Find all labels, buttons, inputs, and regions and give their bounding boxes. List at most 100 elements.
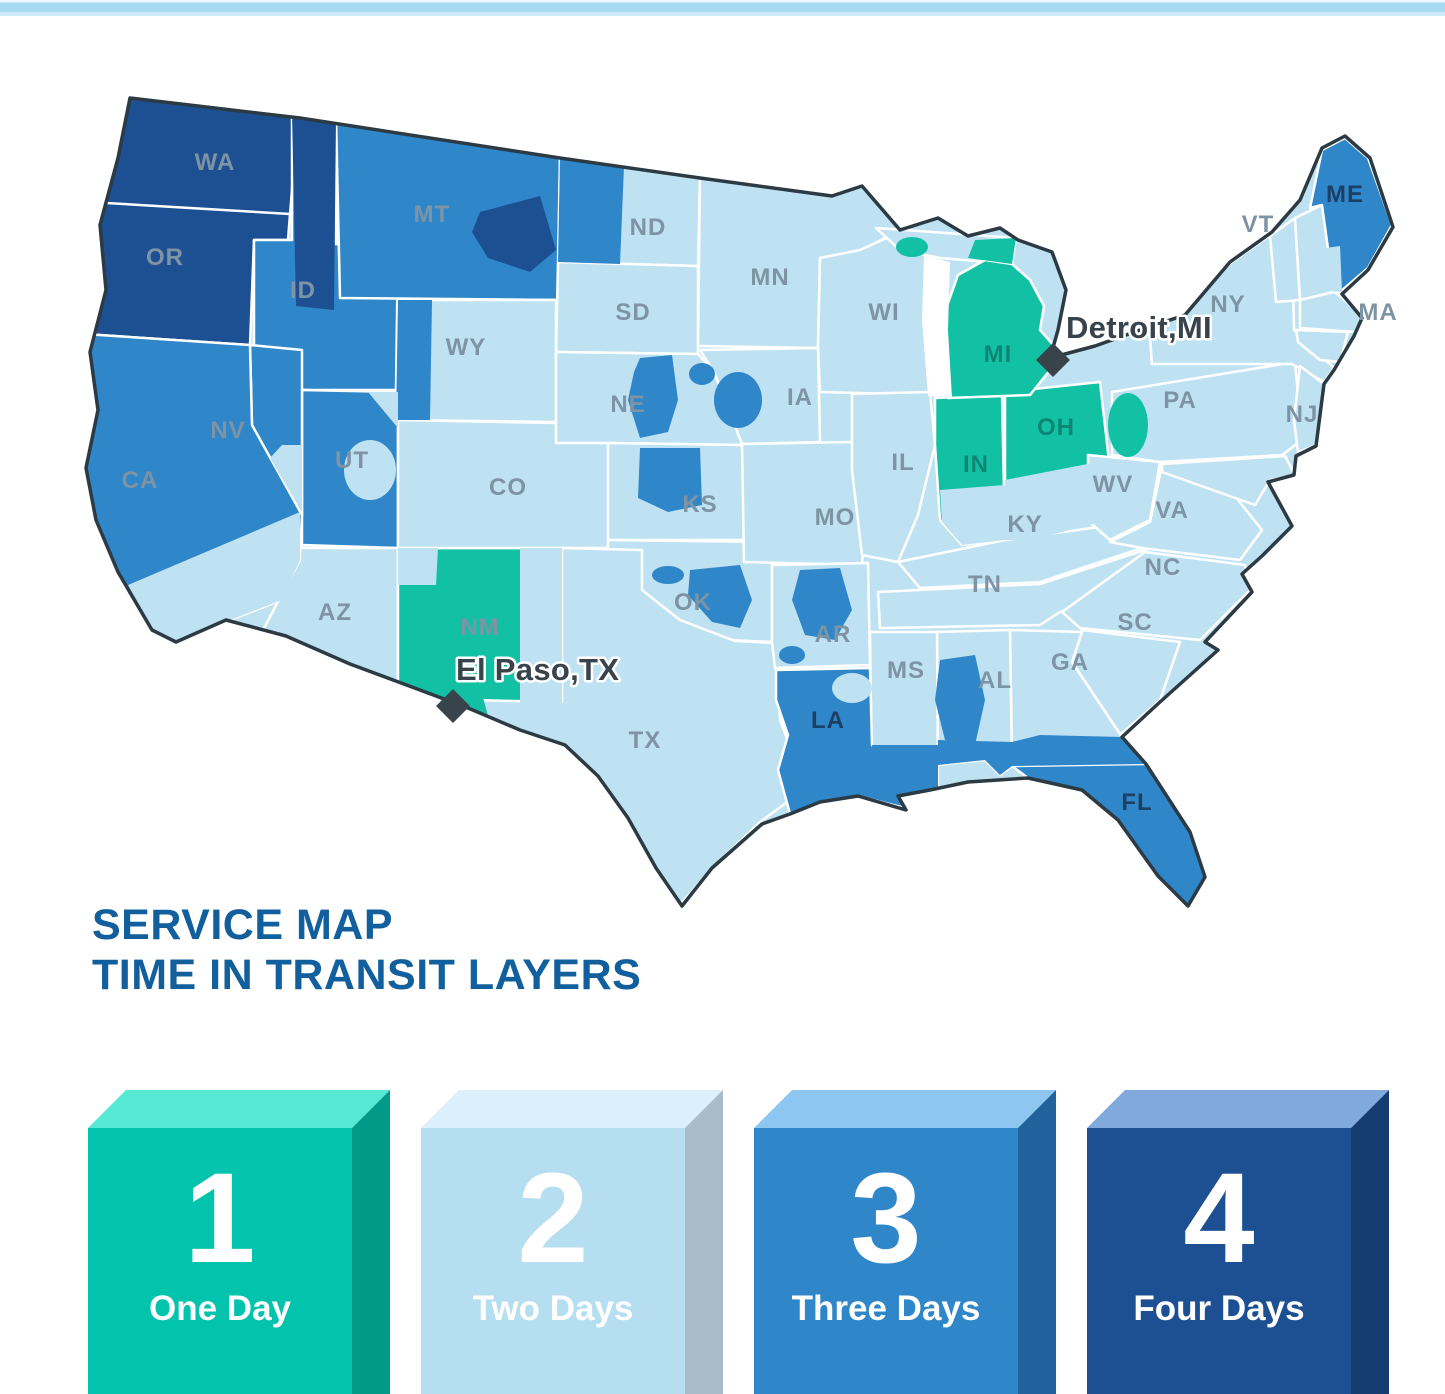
state-regions	[86, 98, 1393, 906]
ok-three-day-patch	[688, 565, 752, 628]
state-label-wi: WI	[868, 299, 899, 326]
state-label-wy: WY	[446, 334, 487, 361]
state-label-il: IL	[891, 449, 914, 476]
ar-three-day-patch-small	[779, 646, 805, 664]
ut-two-day-patch	[344, 440, 396, 500]
ia-three-day-patch	[714, 372, 762, 428]
ms-three-day-gulf	[872, 745, 938, 792]
legend-label: One Day	[149, 1289, 292, 1328]
legend-number: 4	[1183, 1147, 1254, 1290]
state-label-ne: NE	[610, 391, 645, 418]
legend-label: Two Days	[473, 1289, 634, 1328]
nd-three-day-patch	[558, 157, 624, 264]
ne-three-day-patch	[628, 355, 678, 438]
map-title-line2: TIME IN TRANSIT LAYERS	[92, 951, 642, 1000]
city-annotations: Detroit,MI El Paso,TX	[436, 308, 1214, 723]
ok-three-day-patch-stem	[652, 566, 684, 584]
legend-number: 1	[184, 1147, 255, 1290]
al-three-day-gulf	[938, 740, 1012, 775]
state-label-ut: UT	[335, 447, 369, 474]
ar-three-day-patch	[792, 568, 852, 640]
state-label-va: VA	[1155, 497, 1189, 524]
legend-block-side	[1018, 1090, 1056, 1394]
legend-number: 2	[517, 1147, 588, 1290]
legend-label: Four Days	[1133, 1289, 1304, 1328]
legend-block-top	[88, 1090, 390, 1128]
state-label-vt: VT	[1242, 211, 1275, 238]
la-two-day-patch	[832, 673, 872, 703]
up-one-day-tip	[968, 238, 1016, 264]
state-label-ia: IA	[787, 384, 813, 411]
country-outline	[84, 96, 1395, 908]
state-label-ky: KY	[1007, 511, 1042, 538]
nv-two-day-patch	[270, 445, 302, 512]
state-fl	[1010, 762, 1207, 906]
state-label-ms: MS	[887, 657, 925, 684]
state-label-sd: SD	[615, 299, 650, 326]
state-label-co: CO	[489, 474, 527, 501]
state-label-fl: FL	[1121, 789, 1152, 816]
state-label-ga: GA	[1051, 649, 1089, 676]
top-accent-bar	[0, 0, 1445, 16]
oh-two-day-south	[1005, 460, 1108, 540]
in-two-day-south	[940, 485, 1005, 545]
legend-block-top	[754, 1090, 1056, 1128]
wy-three-day-patch	[396, 300, 432, 420]
state-label-tn: TN	[968, 571, 1002, 598]
state-il	[850, 390, 937, 564]
state-label-in: IN	[963, 451, 989, 478]
state-ct	[1294, 328, 1350, 364]
state-label-mt: MT	[414, 201, 451, 228]
ut-two-day-corner	[368, 392, 398, 428]
state-label-ny: NY	[1210, 291, 1245, 318]
state-label-sc: SC	[1117, 609, 1152, 636]
al-three-day-patch	[935, 655, 985, 745]
state-label-nv: NV	[210, 417, 245, 444]
state-ma	[1298, 290, 1364, 334]
state-label-ca: CA	[122, 467, 159, 494]
map-title: SERVICE MAP TIME IN TRANSIT LAYERS	[92, 900, 641, 1001]
state-label-ks: KS	[682, 491, 717, 518]
state-nc	[1060, 550, 1252, 642]
lake-michigan	[922, 256, 952, 398]
state-label-mn: MN	[750, 264, 789, 291]
me-two-day-corner	[1312, 246, 1342, 292]
state-label-ma: MA	[1358, 299, 1397, 326]
legend-label: Three Days	[792, 1289, 981, 1328]
state-mi	[940, 258, 1058, 400]
state-label-al: AL	[978, 667, 1012, 694]
state-label-ok: OK	[674, 589, 712, 616]
state-label-la: LA	[811, 707, 845, 734]
mt-four-day-patch	[472, 196, 556, 272]
state-label-wv: WV	[1093, 471, 1134, 498]
city-label-1: El Paso,TX	[456, 652, 619, 687]
nm-two-day-corner	[398, 548, 438, 585]
state-label-az: AZ	[318, 599, 352, 626]
legend-block-side	[685, 1090, 723, 1394]
pa-one-day-patch	[1108, 393, 1148, 457]
state-label-mi: MI	[984, 341, 1013, 368]
legend-block-top	[421, 1090, 723, 1128]
state-label-ar: AR	[815, 621, 852, 648]
state-label-nd: ND	[630, 214, 667, 241]
ga-three-day-coast	[1012, 735, 1146, 766]
state-label-me: ME	[1326, 181, 1364, 208]
state-label-pa: PA	[1163, 387, 1197, 414]
id-four-day-patch	[292, 112, 336, 310]
state-label-nc: NC	[1145, 554, 1182, 581]
ne-three-day-patch-small	[689, 363, 715, 385]
state-label-wa: WA	[195, 149, 236, 176]
ks-three-day-patch	[638, 448, 702, 512]
legend-block-side	[352, 1090, 390, 1394]
state-labels: WA OR CA NV ID MT WY UT CO AZ NM TX ND SD NE KS OK MN IA MO…	[122, 149, 1397, 816]
legend-block-side	[1351, 1090, 1389, 1394]
state-label-tx: TX	[629, 727, 662, 754]
state-label-mo: MO	[815, 504, 856, 531]
legend-number: 3	[850, 1147, 921, 1290]
